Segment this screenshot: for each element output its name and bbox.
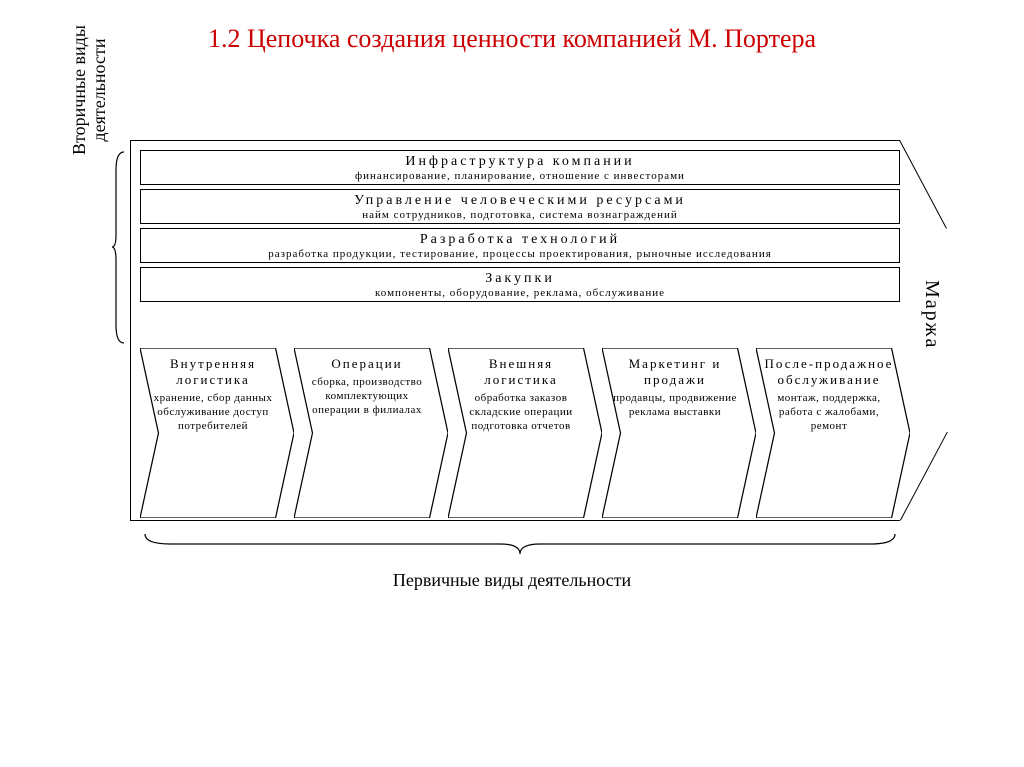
outer-bottom-edge (130, 520, 900, 521)
support-desc: компоненты, оборудование, реклама, обслу… (145, 287, 895, 299)
support-desc: разработка продукции, тестирование, проц… (145, 248, 895, 260)
primary-desc: хранение, сбор данных обслуживание досту… (146, 392, 280, 433)
secondary-brace (110, 150, 128, 345)
margin-label: Маржа (920, 280, 943, 349)
primary-desc: сборка, производство комплектующих опера… (300, 376, 434, 417)
support-row-infrastructure: Инфраструктура компании финансирование, … (140, 150, 900, 185)
primary-operations: Операции сборка, производство комплектую… (294, 348, 448, 518)
arrowhead-top (899, 140, 947, 229)
support-activities: Инфраструктура компании финансирование, … (140, 150, 900, 306)
value-chain-diagram: Маржа Инфраструктура компании финансиров… (130, 140, 950, 560)
primary-title: Маркетинг и продажи (608, 356, 742, 388)
primary-outbound-logistics: Внешняя логистика обработка заказов скла… (448, 348, 602, 518)
primary-inbound-logistics: Внутренняя логистика хранение, сбор данн… (140, 348, 294, 518)
support-title: Управление человеческими ресурсами (145, 193, 895, 209)
primary-desc: монтаж, поддержка, работа с жалобами, ре… (762, 392, 896, 433)
primary-activities-label: Первичные виды деятельности (0, 570, 1024, 591)
support-title: Закупки (145, 271, 895, 287)
primary-brace (140, 530, 900, 556)
diagram-title: 1.2 Цепочка создания ценности компанией … (0, 24, 1024, 54)
outer-top-edge (130, 140, 900, 141)
support-title: Разработка технологий (145, 232, 895, 248)
support-row-tech: Разработка технологий разработка продукц… (140, 228, 900, 263)
secondary-activities-label: Вторичные виды деятельности (70, 25, 110, 155)
primary-title: Операции (300, 356, 434, 372)
primary-title: Внутренняя логистика (146, 356, 280, 388)
support-title: Инфраструктура компании (145, 154, 895, 170)
primary-activities: Внутренняя логистика хранение, сбор данн… (140, 348, 910, 518)
support-row-hr: Управление человеческими ресурсами найм … (140, 189, 900, 224)
primary-desc: обработка заказов складские операции под… (454, 392, 588, 433)
primary-service: После-продажное обслуживание монтаж, под… (756, 348, 910, 518)
chevron-shape (294, 348, 448, 518)
primary-title: После-продажное обслуживание (762, 356, 896, 388)
primary-title: Внешняя логистика (454, 356, 588, 388)
support-row-procurement: Закупки компоненты, оборудование, реклам… (140, 267, 900, 302)
support-desc: финансирование, планирование, отношение … (145, 170, 895, 182)
outer-left-edge (130, 140, 131, 520)
primary-marketing-sales: Маркетинг и продажи продавцы, продвижени… (602, 348, 756, 518)
support-desc: найм сотрудников, подготовка, система во… (145, 209, 895, 221)
primary-desc: продавцы, продвижение реклама выставки (608, 392, 742, 420)
